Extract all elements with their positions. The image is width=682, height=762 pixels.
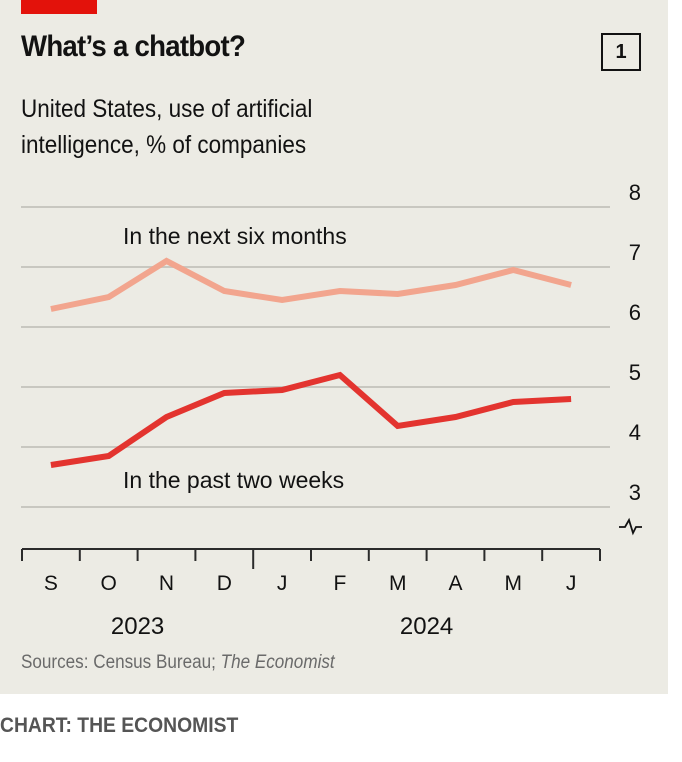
- subtitle-line-1: United States, use of artificial: [21, 95, 313, 123]
- source-italic: The Economist: [220, 652, 335, 673]
- y-axis-labels: 3 4 5 6 7 8: [629, 180, 641, 505]
- gridlines: [21, 206, 610, 508]
- x-tick-label: N: [159, 572, 174, 595]
- annotation-next-six-months: In the next six months: [123, 223, 347, 249]
- y-tick-label: 7: [629, 240, 641, 265]
- x-tick-label: O: [101, 572, 117, 595]
- x-year-label: 2024: [400, 613, 453, 640]
- y-tick-label: 3: [629, 480, 641, 505]
- series-line-0: [50, 257, 572, 312]
- subtitle-line-2: intelligence, % of companies: [21, 131, 307, 159]
- x-tick-label: D: [217, 572, 232, 595]
- brand-red-tag: [21, 0, 97, 14]
- x-tick-label: J: [277, 572, 288, 595]
- y-tick-label: 5: [629, 360, 641, 385]
- chart-number-badge: 1: [601, 33, 641, 71]
- chart-subtitle: United States, use of artificial intelli…: [21, 91, 312, 163]
- chart-credit: CHART: THE ECONOMIST: [0, 714, 239, 737]
- series-lines: [50, 257, 572, 468]
- x-tick-label: S: [44, 572, 58, 595]
- x-tick-label: F: [333, 572, 346, 595]
- y-tick-label: 8: [629, 180, 641, 205]
- axis-break-icon: [619, 517, 642, 536]
- x-tick-label: M: [389, 572, 407, 595]
- x-axis: S O N D J F M A M J 2023 2024: [21, 548, 601, 640]
- x-tick-label: A: [448, 572, 462, 595]
- chart-title: What’s a chatbot?: [21, 30, 246, 63]
- annotation-past-two-weeks: In the past two weeks: [123, 467, 344, 493]
- x-year-label: 2023: [111, 613, 164, 640]
- x-tick-label: J: [566, 572, 577, 595]
- source-note: Sources: Census Bureau; The Economist: [21, 652, 335, 674]
- series-annotations: In the next six months In the past two w…: [123, 223, 347, 493]
- y-tick-label: 6: [629, 300, 641, 325]
- series-line-1: [50, 371, 572, 468]
- chart-panel: [0, 0, 668, 694]
- y-tick-label: 4: [629, 420, 641, 445]
- x-tick-label: M: [505, 572, 523, 595]
- source-text: Sources: Census Bureau;: [21, 652, 221, 673]
